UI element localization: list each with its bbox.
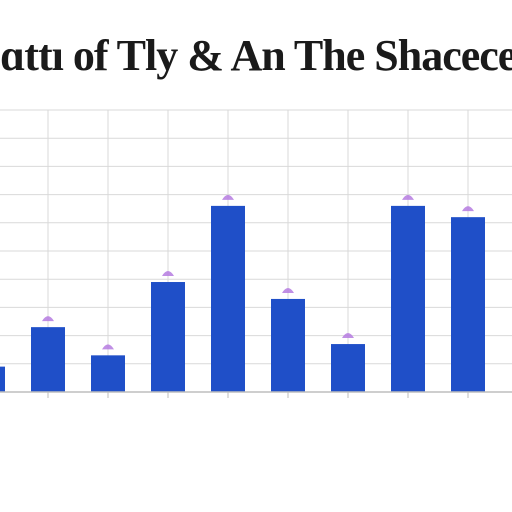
bar-2	[91, 355, 125, 392]
bar-marker-2	[102, 344, 114, 350]
bar-6	[331, 344, 365, 392]
bars	[0, 205, 485, 392]
bar-marker-6	[342, 333, 354, 339]
bar-4	[211, 205, 245, 392]
bar-3	[151, 282, 185, 392]
gridlines	[0, 109, 512, 393]
bar-marker-4	[222, 194, 234, 200]
x-axis	[0, 391, 512, 398]
bar-7	[391, 205, 425, 392]
bar-0	[0, 366, 5, 392]
bar-marker-8	[462, 206, 474, 212]
bar-marker-5	[282, 287, 294, 293]
chart-title: ɑttı of Tly & An The Shacecer	[0, 31, 512, 80]
bar-8	[451, 217, 485, 392]
bar-markers	[42, 194, 474, 350]
bar-marker-1	[42, 316, 54, 322]
bar-marker-7	[402, 194, 414, 200]
bar-1	[31, 327, 65, 392]
bar-marker-3	[162, 271, 174, 277]
bar-5	[271, 298, 305, 392]
